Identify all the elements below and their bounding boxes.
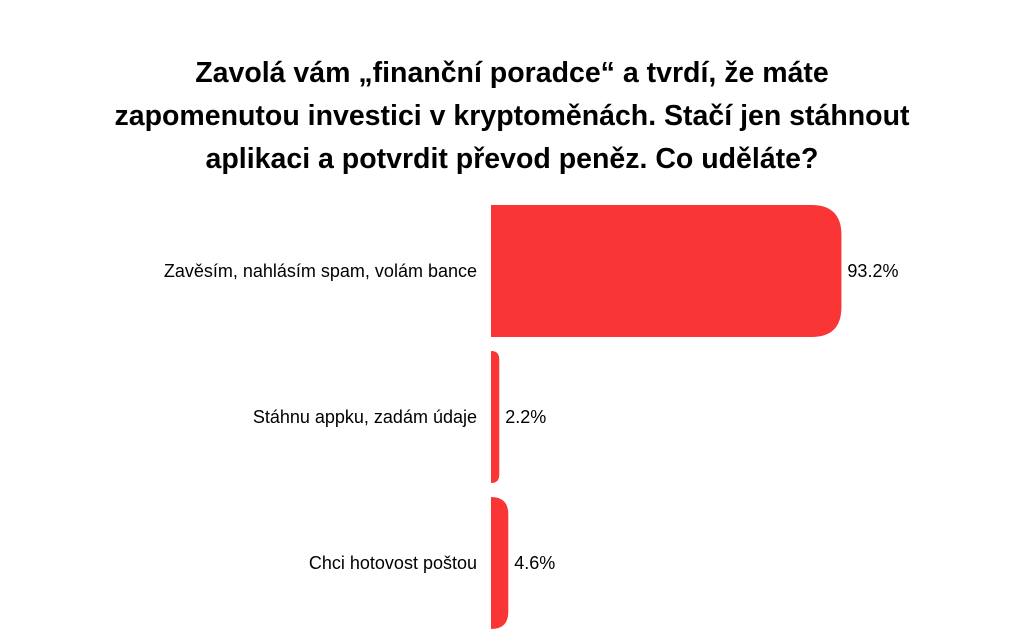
bar-2 (491, 351, 500, 483)
chart-title-line-1: Zavolá vám „finanční poradce“ a tvrdí, ž… (195, 57, 829, 89)
category-label-2: Stáhnu appku, zadám údaje (253, 407, 477, 427)
chart-title: Zavolá vám „finanční poradce“ a tvrdí, ž… (0, 52, 1024, 181)
value-label-1: 93.2% (847, 261, 898, 281)
category-label-3: Chci hotovost poštou (309, 553, 477, 573)
value-label-3: 4.6% (514, 553, 555, 573)
bar-3 (491, 497, 509, 629)
bar-1 (491, 205, 842, 337)
value-label-2: 2.2% (505, 407, 546, 427)
category-label-1: Zavěsím, nahlásím spam, volám bance (164, 261, 477, 281)
chart-title-line-3: aplikaci a potvrdit převod peněz. Co udě… (205, 143, 819, 175)
chart-title-line-2: zapomenutou investici v kryptoměnách. St… (114, 100, 910, 132)
